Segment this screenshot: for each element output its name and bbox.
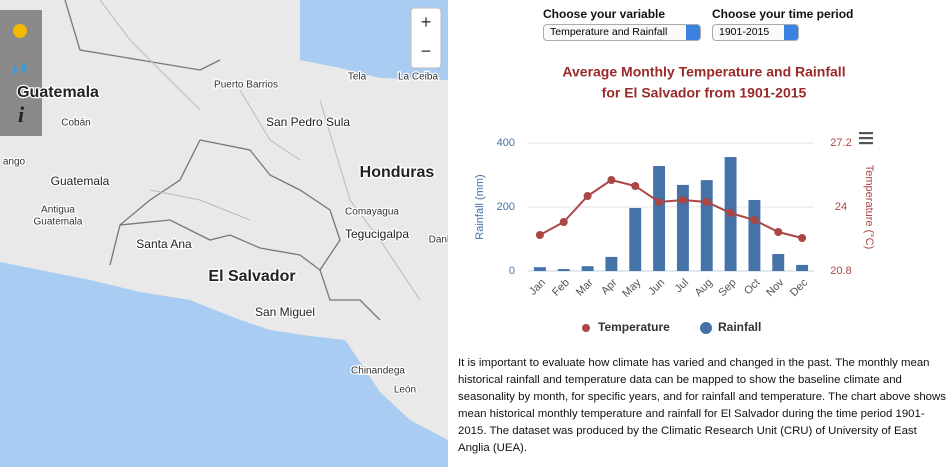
bar [772, 254, 785, 271]
map-label: Guatemala [51, 174, 110, 188]
x-tick-label: Aug [693, 277, 715, 299]
map-label: Chinandega [351, 366, 405, 377]
zoom-control [410, 7, 442, 69]
select-arrow [686, 25, 700, 40]
x-tick-label: Jul [673, 277, 691, 295]
bar [629, 207, 642, 271]
temperature-point [726, 209, 735, 217]
map-label: Guatemala [34, 217, 83, 228]
map-label: Antigua [41, 205, 75, 216]
x-tick-label: Nov [764, 276, 787, 299]
x-tick-label: Mar [574, 276, 596, 298]
map-label: Honduras [360, 164, 435, 181]
variable-select[interactable]: Temperature and Rainfall [543, 24, 701, 41]
map-label: Comayagua [345, 207, 399, 218]
map-label: La Ceiba [398, 72, 438, 83]
zoom-out[interactable]: − [421, 41, 432, 61]
y2-tick-label: 20.8 [830, 265, 851, 277]
legend-marker [582, 324, 590, 332]
temperature-point [535, 231, 544, 239]
info-icon[interactable]: i [18, 102, 25, 127]
temperature-point [583, 192, 592, 200]
legend-label[interactable]: Rainfall [718, 320, 761, 334]
zoom-in[interactable]: + [421, 12, 432, 32]
map-label: Tegucigalpa [345, 227, 409, 241]
y2-tick-label: 27.2 [830, 137, 851, 149]
bar [700, 180, 713, 271]
temperature-line [539, 178, 803, 239]
map-label: Cobán [61, 118, 90, 129]
temperature-point [559, 218, 568, 226]
bar [605, 256, 618, 271]
x-tick-label: Apr [599, 276, 620, 297]
x-tick-label: Feb [550, 277, 572, 299]
x-tick-label: Dec [788, 276, 811, 299]
sea [0, 262, 448, 467]
y-tick-label: 400 [497, 137, 515, 149]
variable-label: Choose your variable [543, 7, 666, 21]
y2-tick-label: 24 [835, 201, 847, 213]
map-label: San Pedro Sula [266, 115, 350, 129]
x-tick-label: Jan [527, 277, 548, 298]
bar [557, 269, 570, 271]
map-label: El Salvador [208, 268, 295, 285]
y-tick-label: 0 [509, 265, 515, 277]
temperature-point [678, 196, 687, 204]
x-tick-label: Oct [742, 277, 763, 298]
temperature-point [798, 234, 807, 242]
x-tick-label: Sep [716, 277, 738, 299]
y2-axis-label: Temperature (°C) [863, 165, 875, 249]
chart: Average Monthly Temperature and Rainfall… [474, 64, 875, 334]
bar [676, 184, 689, 271]
temperature-point [774, 228, 783, 236]
map-label: Guatemala [17, 84, 99, 101]
period-value: 1901-2015 [719, 26, 770, 38]
temperature-point [631, 182, 640, 190]
description: It is important to evaluate how climate … [458, 357, 946, 454]
chart-title: Average Monthly Temperature and Rainfall [562, 64, 845, 80]
temperature-point [750, 216, 759, 224]
period-label: Choose your time period [712, 7, 854, 21]
map-label: Santa Ana [136, 237, 192, 251]
bar [581, 266, 594, 271]
menu-icon[interactable] [859, 132, 873, 145]
bar [748, 199, 761, 271]
y-tick-label: 200 [497, 201, 515, 213]
temperature-point [702, 198, 711, 206]
map-label: Tela [348, 72, 367, 83]
map-label: León [394, 385, 416, 396]
variable-value: Temperature and Rainfall [550, 26, 668, 38]
x-tick-label: Jun [646, 277, 667, 298]
chart-title: for El Salvador from 1901-2015 [602, 85, 807, 101]
roads [99, 0, 421, 301]
y-axis-label: Rainfall (mm) [474, 174, 486, 239]
borders [64, 0, 381, 321]
map-label: ango [3, 157, 26, 168]
select-arrow [784, 25, 798, 40]
x-tick-label: May [620, 276, 644, 300]
legend-label[interactable]: Temperature [598, 320, 670, 334]
temperature-point [607, 176, 616, 184]
map-label: San Miguel [255, 305, 315, 319]
bar [653, 166, 666, 271]
map[interactable]: i + − Guatemala Cobán Puerto Barrios Tela La… [0, 0, 448, 467]
rain-icon[interactable] [13, 62, 27, 74]
map-label: Puerto Barrios [214, 80, 278, 91]
sun-icon[interactable] [13, 24, 27, 38]
period-select[interactable]: 1901-2015 [712, 24, 799, 41]
bar [533, 267, 546, 271]
bar [796, 264, 809, 271]
temperature-point [655, 198, 664, 206]
legend-marker [700, 322, 712, 334]
map-label: Danli [429, 235, 448, 246]
